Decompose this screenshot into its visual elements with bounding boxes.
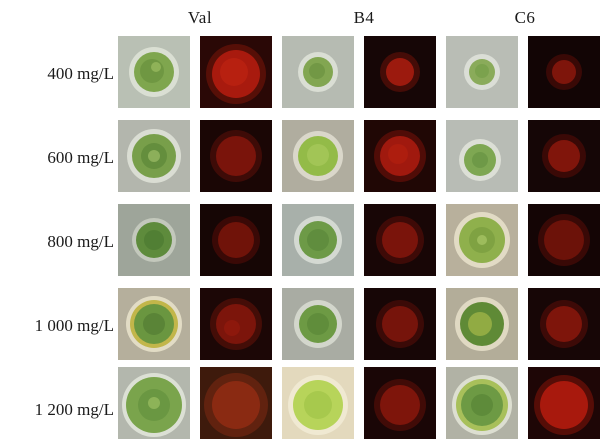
row-label-600: 600 mg/L xyxy=(47,148,114,167)
fluorescence-image xyxy=(528,36,600,108)
bright-field-image xyxy=(282,367,354,439)
fluorescence-image xyxy=(200,367,272,439)
column-header-c6: C6 xyxy=(514,8,536,27)
bright-field-image xyxy=(446,204,518,276)
fluorescence-image xyxy=(364,36,436,108)
column-header-b4: B4 xyxy=(353,8,375,27)
fluorescence-image xyxy=(528,367,600,439)
bright-field-image xyxy=(118,36,190,108)
bright-field-image xyxy=(282,120,354,192)
bright-field-image xyxy=(446,288,518,360)
row-label-1000: 1 000 mg/L xyxy=(34,316,114,335)
fluorescence-image xyxy=(200,288,272,360)
fluorescence-image xyxy=(364,204,436,276)
bright-field-image xyxy=(118,204,190,276)
fluorescence-image xyxy=(364,288,436,360)
row-label-1200: 1 200 mg/L xyxy=(34,400,114,419)
fluorescence-image xyxy=(528,288,600,360)
bright-field-image xyxy=(446,120,518,192)
bright-field-image xyxy=(118,367,190,439)
bright-field-image xyxy=(118,288,190,360)
bright-field-image xyxy=(282,36,354,108)
fluorescence-image xyxy=(528,120,600,192)
bright-field-image xyxy=(446,367,518,439)
column-header-val: Val xyxy=(187,8,213,27)
bright-field-image xyxy=(282,204,354,276)
bright-field-image xyxy=(282,288,354,360)
fluorescence-image xyxy=(200,36,272,108)
fluorescence-image xyxy=(528,204,600,276)
fluorescence-image xyxy=(364,367,436,439)
bright-field-image xyxy=(118,120,190,192)
row-label-800: 800 mg/L xyxy=(47,232,114,251)
fluorescence-image xyxy=(364,120,436,192)
row-label-400: 400 mg/L xyxy=(47,64,114,83)
fluorescence-image xyxy=(200,204,272,276)
bright-field-image xyxy=(446,36,518,108)
fluorescence-image xyxy=(200,120,272,192)
